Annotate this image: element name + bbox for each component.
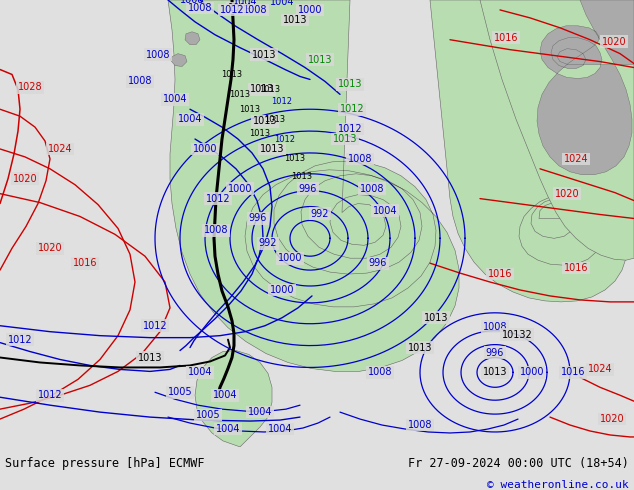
Text: 1012: 1012	[205, 194, 230, 204]
Text: 1005: 1005	[167, 387, 192, 397]
Text: 1013: 1013	[260, 144, 284, 154]
Text: 1008: 1008	[359, 184, 384, 194]
Text: 1000: 1000	[269, 285, 294, 295]
Text: 1012: 1012	[340, 104, 365, 114]
Text: 1013: 1013	[408, 343, 432, 353]
Text: 1004: 1004	[233, 0, 257, 7]
Text: 1005: 1005	[196, 410, 220, 420]
Text: 1016: 1016	[494, 33, 518, 43]
Text: 1024: 1024	[564, 154, 588, 164]
Text: 996: 996	[369, 258, 387, 268]
Text: 1013: 1013	[338, 79, 362, 89]
Text: 1008: 1008	[348, 154, 372, 164]
Text: 1013: 1013	[138, 352, 162, 363]
Text: 996: 996	[486, 347, 504, 358]
Text: 1024: 1024	[48, 144, 72, 154]
Text: 1013: 1013	[240, 105, 261, 114]
Text: 1000: 1000	[278, 253, 302, 263]
Text: 1004: 1004	[228, 3, 252, 13]
Text: 1004: 1004	[213, 390, 237, 400]
Text: 992: 992	[259, 238, 277, 248]
Text: 1004: 1004	[178, 114, 202, 124]
Text: 1012: 1012	[338, 124, 362, 134]
Text: 1016: 1016	[488, 269, 512, 279]
Text: 996: 996	[299, 184, 317, 194]
Text: 1000: 1000	[520, 368, 544, 377]
Text: 1012: 1012	[220, 5, 244, 15]
Text: 1004: 1004	[268, 424, 292, 434]
Text: 1012: 1012	[143, 321, 167, 331]
Text: 1008: 1008	[188, 3, 212, 13]
Text: 1013: 1013	[253, 116, 277, 126]
Text: 1012: 1012	[271, 97, 292, 106]
Text: 1004: 1004	[163, 94, 187, 104]
Text: 1013: 1013	[250, 84, 275, 95]
Text: 1013: 1013	[221, 70, 243, 79]
Text: 1013: 1013	[249, 128, 271, 138]
Text: 1020: 1020	[600, 414, 624, 424]
Text: 1004: 1004	[373, 205, 398, 216]
Text: 1028: 1028	[18, 82, 42, 93]
Text: © weatheronline.co.uk: © weatheronline.co.uk	[487, 480, 629, 490]
Text: 1008: 1008	[204, 225, 228, 235]
Text: 1020: 1020	[13, 174, 37, 184]
Text: 1013: 1013	[285, 154, 306, 163]
Text: 1016: 1016	[564, 263, 588, 273]
Text: 1008: 1008	[408, 420, 432, 430]
Text: 1004: 1004	[216, 424, 240, 434]
Text: 1000: 1000	[228, 184, 252, 194]
Text: 1012: 1012	[275, 135, 295, 144]
Text: 1012: 1012	[37, 390, 62, 400]
Text: 1013: 1013	[333, 134, 357, 144]
Text: 1013: 1013	[283, 15, 307, 25]
Text: 10132: 10132	[501, 330, 533, 340]
Text: 1004: 1004	[269, 0, 294, 7]
Text: 1013: 1013	[264, 115, 285, 123]
Text: Fr 27-09-2024 00:00 UTC (18+54): Fr 27-09-2024 00:00 UTC (18+54)	[408, 457, 629, 470]
Text: 1020: 1020	[602, 37, 626, 47]
Text: 1008: 1008	[127, 76, 152, 86]
Text: Surface pressure [hPa] ECMWF: Surface pressure [hPa] ECMWF	[5, 457, 205, 470]
Text: 1020: 1020	[555, 189, 579, 198]
Text: 1008: 1008	[482, 322, 507, 332]
Text: 1004: 1004	[188, 368, 212, 377]
Text: 1013: 1013	[259, 85, 281, 94]
Text: 1008: 1008	[146, 49, 171, 60]
Text: 1008: 1008	[180, 0, 204, 5]
Text: 1004: 1004	[248, 407, 272, 417]
Text: 1008: 1008	[368, 368, 392, 377]
Text: 1013: 1013	[482, 368, 507, 377]
Text: 1013: 1013	[252, 49, 276, 60]
Text: 1013: 1013	[307, 54, 332, 65]
Text: 992: 992	[311, 209, 329, 219]
Text: 1016: 1016	[560, 368, 585, 377]
Text: 1000: 1000	[298, 5, 322, 15]
Text: 1013: 1013	[230, 90, 250, 99]
Text: 1013: 1013	[292, 172, 313, 181]
Text: 1000: 1000	[193, 144, 217, 154]
Text: 1024: 1024	[588, 365, 612, 374]
Text: 1013: 1013	[424, 313, 448, 323]
Text: 1016: 1016	[73, 258, 97, 268]
Text: 1020: 1020	[37, 243, 62, 253]
Text: 996: 996	[249, 214, 267, 223]
Text: 1008: 1008	[243, 5, 268, 15]
Text: 1012: 1012	[8, 335, 32, 344]
